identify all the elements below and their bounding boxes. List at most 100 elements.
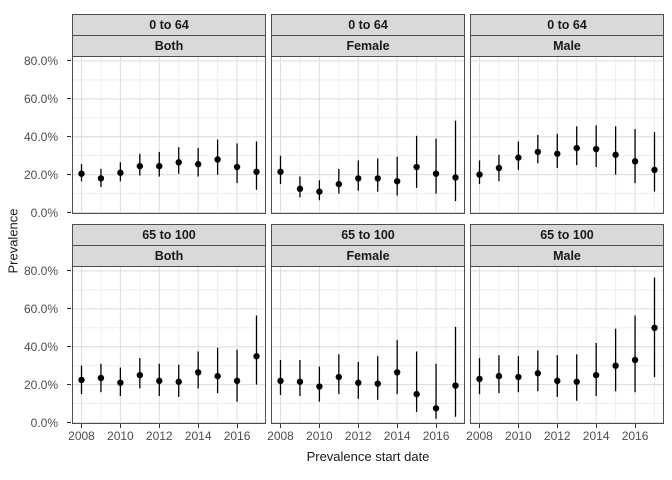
facet-strip-sex-male: Male xyxy=(470,35,664,57)
data-point xyxy=(296,378,304,385)
data-point xyxy=(573,378,580,385)
data-point xyxy=(233,163,241,171)
panel-background xyxy=(271,56,465,214)
x-tick-label: 2010 xyxy=(505,429,532,443)
data-point xyxy=(393,369,401,376)
data-point xyxy=(515,373,522,381)
facet-strip-sex-both: Both xyxy=(72,35,266,57)
data-point xyxy=(534,370,542,377)
y-axis-tick xyxy=(67,308,71,310)
data-point xyxy=(515,154,522,161)
data-point xyxy=(393,178,401,185)
data-point xyxy=(432,405,440,412)
data-point xyxy=(253,168,260,175)
x-axis-title: Prevalence start date xyxy=(306,449,430,464)
x-axis-tick xyxy=(435,424,437,428)
data-point xyxy=(194,369,202,376)
data-point xyxy=(554,150,561,157)
data-point xyxy=(277,168,284,175)
data-point xyxy=(374,175,381,182)
data-point xyxy=(97,175,105,182)
data-point xyxy=(651,324,658,332)
data-point xyxy=(432,170,440,177)
panel-border xyxy=(271,266,465,424)
data-point xyxy=(233,377,241,385)
x-tick-label: 2008 xyxy=(68,429,95,443)
panel-border xyxy=(271,56,465,214)
x-axis-tick xyxy=(556,424,558,428)
y-axis-tick xyxy=(67,384,71,386)
facet-strip-age-65-to-100: 65 to 100 xyxy=(271,224,465,246)
x-tick-label: 2016 xyxy=(422,429,450,443)
x-axis-tick xyxy=(158,424,160,428)
x-tick-label: 2012 xyxy=(543,429,571,443)
panel-background xyxy=(470,56,664,214)
panel-background xyxy=(72,266,266,424)
facet-strip-age-0-to-64: 0 to 64 xyxy=(271,14,465,36)
facet-strip-sex-male: Male xyxy=(470,245,664,267)
panel-background xyxy=(72,56,266,214)
y-tick-label: 40.0% xyxy=(23,129,58,144)
x-tick-label: 2010 xyxy=(107,429,134,443)
data-point xyxy=(316,188,323,195)
x-tick-label: 2010 xyxy=(306,429,333,443)
data-point xyxy=(296,185,304,193)
data-point xyxy=(97,374,105,382)
data-point xyxy=(476,375,483,383)
data-point xyxy=(631,356,639,364)
facet-panel-65-to-100-both xyxy=(72,266,266,424)
data-point xyxy=(355,175,362,182)
y-axis-tick xyxy=(67,174,71,176)
x-tick-label: 2016 xyxy=(223,429,251,443)
panel-border xyxy=(470,266,664,424)
facet-panel-0-to-64-female xyxy=(271,56,465,214)
y-tick-label: 80.0% xyxy=(23,263,58,278)
facet-strip-age-65-to-100: 65 to 100 xyxy=(470,224,664,246)
x-tick-label: 2008 xyxy=(267,429,294,443)
data-point xyxy=(495,164,503,172)
data-point xyxy=(78,170,85,177)
y-axis-tick xyxy=(67,98,71,100)
facet-strip-sex-both: Both xyxy=(72,245,266,267)
x-axis-tick xyxy=(81,424,82,428)
data-point xyxy=(452,382,459,389)
panel-background xyxy=(470,266,664,424)
data-point xyxy=(413,163,420,171)
y-tick-label: 60.0% xyxy=(23,301,58,316)
facet-panel-0-to-64-male xyxy=(470,56,664,214)
x-axis-tick xyxy=(517,424,519,428)
y-axis-tick xyxy=(67,60,71,62)
x-tick-label: 2014 xyxy=(383,429,411,443)
data-point xyxy=(631,158,639,165)
x-axis-tick xyxy=(479,424,480,428)
x-axis-tick xyxy=(634,424,636,428)
y-axis-tick xyxy=(67,270,71,272)
data-point xyxy=(175,378,182,385)
x-axis-tick xyxy=(119,424,121,428)
data-point xyxy=(554,377,561,385)
data-point xyxy=(592,145,600,153)
data-point xyxy=(612,362,619,369)
data-point xyxy=(452,174,459,181)
x-axis-tick xyxy=(595,424,597,428)
data-point xyxy=(335,180,343,188)
panel-border xyxy=(72,56,266,214)
y-tick-label: 80.0% xyxy=(23,53,58,68)
facet-panel-0-to-64-both xyxy=(72,56,266,214)
x-axis-tick xyxy=(396,424,398,428)
x-tick-label: 2016 xyxy=(621,429,649,443)
data-point xyxy=(612,151,619,158)
x-axis-tick xyxy=(236,424,238,428)
x-tick-label: 2014 xyxy=(582,429,610,443)
data-point xyxy=(651,166,658,174)
data-point xyxy=(316,383,323,390)
data-point xyxy=(117,379,124,386)
facet-panel-65-to-100-male xyxy=(470,266,664,424)
facet-strip-age-0-to-64: 0 to 64 xyxy=(72,14,266,36)
y-tick-label: 20.0% xyxy=(23,167,58,182)
x-axis-tick xyxy=(280,424,281,428)
x-axis-tick xyxy=(318,424,320,428)
x-axis-tick xyxy=(197,424,199,428)
y-axis-tick xyxy=(67,422,71,423)
